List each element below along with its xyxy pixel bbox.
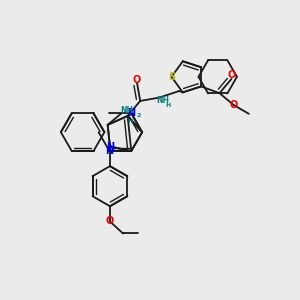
Text: N: N bbox=[105, 146, 113, 156]
Text: O: O bbox=[133, 75, 141, 85]
Text: S: S bbox=[168, 72, 175, 82]
Text: NH: NH bbox=[120, 106, 133, 116]
Text: H: H bbox=[127, 119, 132, 124]
Text: N: N bbox=[127, 108, 135, 118]
Text: NH: NH bbox=[156, 96, 169, 105]
Text: H: H bbox=[166, 103, 171, 108]
Text: O: O bbox=[106, 217, 114, 226]
Text: 2: 2 bbox=[136, 113, 141, 119]
Text: O: O bbox=[227, 70, 236, 80]
Text: O: O bbox=[230, 100, 238, 110]
Text: N: N bbox=[106, 142, 114, 152]
